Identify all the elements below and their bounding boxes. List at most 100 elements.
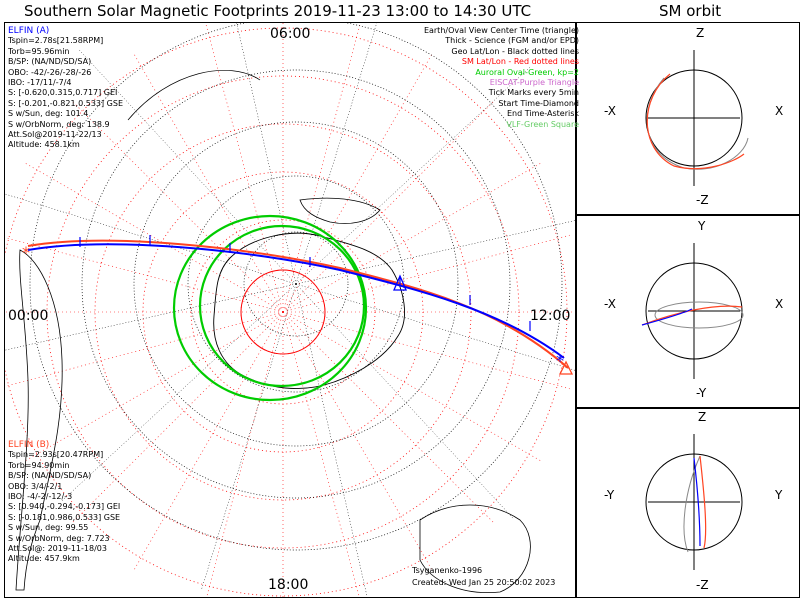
- elfin-b-name: ELFIN (B): [8, 440, 50, 450]
- elfin-b-info: ELFIN (B) Tspin=2.93s[20.47RPM] Torb=94.…: [8, 440, 120, 565]
- elfin-a-line: S: [-0.620,0.315,0.717] GEI: [8, 88, 118, 98]
- elfin-b-start-asterisk: *: [22, 243, 30, 262]
- elfin-b-line: OBO: 3/4/-2/1: [8, 481, 63, 491]
- elfin-a-line: OBO: -42/-26/-28/-26: [8, 67, 92, 77]
- orbit2-orbit-a-seg: [641, 308, 693, 326]
- sm-meridian: [282, 23, 361, 313]
- elfin-a-view-triangle: [393, 274, 407, 291]
- sm-meridian: [5, 237, 284, 313]
- geo-meridian: [236, 23, 297, 285]
- mlt-label-top: 06:00: [270, 26, 311, 42]
- elfin-a-line: Torb=95.96min: [8, 46, 70, 56]
- geo-meridian: [78, 49, 297, 285]
- elfin-b-line: S: [-0.181,0.986,0.533] GSE: [8, 512, 121, 522]
- elfin-a-line: Tspin=2.78s[21.58RPM]: [8, 36, 104, 46]
- geo-lat-circle: [133, 121, 459, 447]
- auroral-oval-outer: [172, 214, 368, 402]
- elfin-a-line: Altitude: 458.1km: [8, 140, 80, 150]
- geo-meridian: [5, 283, 297, 351]
- legend-item: Earth/Oval View Center Time (triangle): [423, 26, 579, 35]
- elfin-b-view-triangle: [558, 360, 574, 375]
- orbit2-left-label: -X: [604, 297, 616, 311]
- mlt-label-bottom: 18:00: [268, 577, 309, 593]
- geo-lat-circle: [243, 231, 349, 337]
- orbit3-right-label: Y: [775, 488, 783, 502]
- legend-item: EISCAT-Purple Triangle: [489, 78, 579, 88]
- orbit3-orbit-a: [699, 455, 707, 549]
- geo-meridian: [5, 193, 297, 285]
- australia-outline: [419, 504, 531, 594]
- sm-meridian: [205, 23, 284, 313]
- elfin-a-line: B/SP: (NA/ND/SD/SA): [8, 57, 92, 67]
- elfin-b-line: B/SP: (NA/ND/SD/SA): [8, 471, 92, 481]
- africa-outline: [299, 197, 381, 224]
- legend-item: Geo Lat/Lon - Black dotted lines: [451, 46, 579, 56]
- legend-item: SM Lat/Lon - Red dotted lines: [461, 57, 579, 67]
- legend-item: VLF-Green Square: [506, 119, 579, 129]
- orbit3-top-label: Z: [698, 410, 707, 424]
- mlt-label-right: 12:00: [530, 308, 571, 324]
- sm-meridian: [282, 311, 496, 525]
- elfin-b-line: S w/OrbNorm, deg: 7.723: [8, 533, 110, 543]
- elfin-b-line: Torb=94.90min: [8, 460, 70, 470]
- legend-item: Start Time-Diamond: [498, 98, 579, 108]
- elfin-a-info: ELFIN (A) Tspin=2.78s[21.58RPM] Torb=95.…: [8, 26, 123, 151]
- elfin-a-line: S: [-0.201,-0.821,0.533] GSE: [8, 98, 123, 108]
- elfin-b-line: IBO: -4/-2/-12/-3: [8, 492, 73, 502]
- auroral-oval-inner: [198, 224, 366, 388]
- orbit1-orbit-a: [646, 73, 745, 170]
- elfin-a-end-asterisk: *: [556, 351, 564, 370]
- elfin-a-line: S w/OrbNorm, deg: 138.9: [8, 119, 110, 129]
- antarctica-outline: [213, 232, 405, 389]
- geo-lat-circle: [81, 69, 511, 499]
- orbit2-right-label: X: [775, 297, 784, 311]
- legend: Earth/Oval View Center Time (triangle) T…: [424, 26, 579, 130]
- orbit1-left-label: -X: [604, 104, 616, 118]
- elfin-a-line: Att.Sol@2019-11-22/13: [8, 130, 102, 140]
- orbit1-bottom-label: -Z: [696, 193, 709, 207]
- sm-meridian: [282, 311, 360, 597]
- geo-meridian: [295, 23, 377, 285]
- geo-meridian: [61, 283, 297, 502]
- legend-item: Thick - Science (FGM and/or EPD): [445, 36, 579, 46]
- sm-meridian: [23, 161, 284, 313]
- sm-meridian: [132, 311, 284, 572]
- elfin-a-line: S w/Sun, deg: 101.4: [8, 109, 89, 119]
- geo-lat-circle: [29, 23, 563, 551]
- orbit1-orbit-b: [646, 77, 749, 170]
- orbit1-right-label: X: [775, 104, 784, 118]
- map-frame: [4, 22, 576, 598]
- orbit-title: SM orbit: [659, 2, 722, 20]
- elfin-b-line: Tspin=2.93s[20.47RPM]: [8, 450, 104, 460]
- elfin-b-line: Altitude: 457.9km: [8, 554, 80, 564]
- elfin-a-line: IBO: -17/11/-7/4: [8, 78, 72, 88]
- elfin-b-line: Att.Sol@: 2019-11-18/03: [8, 544, 107, 554]
- orbit3-left-label: -Y: [604, 488, 615, 502]
- sm-meridian: [282, 234, 573, 313]
- model-label: Tsyganenko-1996: [412, 566, 483, 575]
- geo-meridian: [295, 283, 514, 519]
- geo-meridian: [295, 283, 368, 597]
- sm-polar-circle: [240, 269, 326, 355]
- orbit3-orbit-a-seg: [693, 457, 701, 547]
- elfin-b-line: S w/Sun, deg: 99.55: [8, 523, 89, 533]
- legend-item: End Time-Asterisk: [506, 109, 579, 119]
- elfin-a-track: [27, 243, 565, 359]
- orbit1-top-label: Z: [696, 26, 705, 40]
- south-america-outline: [15, 249, 63, 591]
- orbit2-orbit-b: [654, 301, 744, 329]
- created-label: Created: Wed Jan 25 20:50:02 2023: [412, 578, 556, 587]
- elfin-b-line: S: [0.940,-0.294,-0.173] GEI: [8, 502, 121, 512]
- mlt-label-left: 00:00: [8, 308, 49, 324]
- geo-meridian: [295, 66, 531, 285]
- coast-fragment: [127, 70, 261, 121]
- orbit2-top-label: Y: [698, 219, 706, 233]
- geo-meridian: [201, 283, 297, 590]
- orbit2-bottom-label: -Y: [696, 386, 707, 400]
- elfin-b-track: [27, 239, 569, 369]
- orbit2-orbit-a: [641, 305, 743, 326]
- sm-meridian: [282, 311, 434, 572]
- orbit3-bottom-label: -Z: [696, 578, 709, 592]
- main-title: Southern Solar Magnetic Footprints 2019-…: [24, 2, 532, 20]
